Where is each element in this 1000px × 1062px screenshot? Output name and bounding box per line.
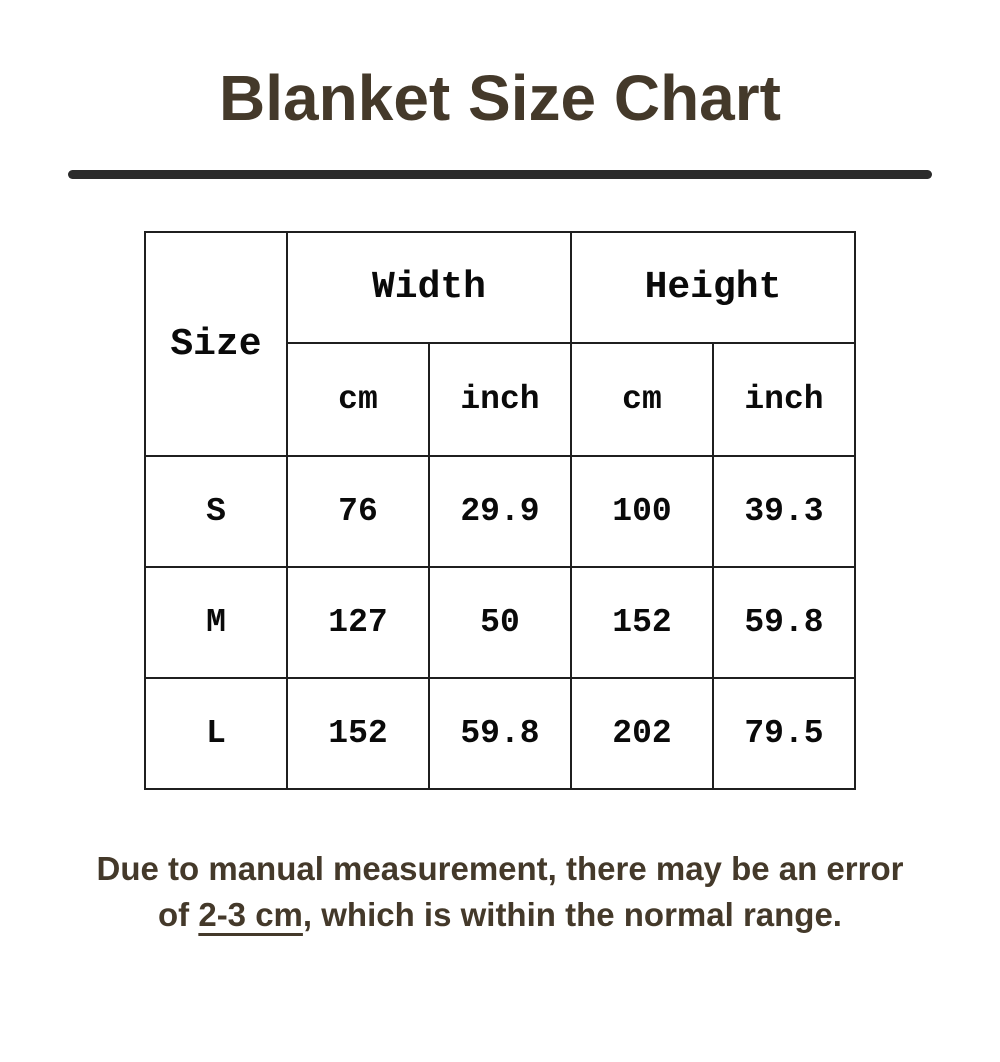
header-cell-width: Width xyxy=(285,231,572,344)
unit-cell-width-inch: inch xyxy=(427,342,572,457)
size-label-cell: M xyxy=(143,566,288,679)
measurement-note-line2-prefix: of xyxy=(158,896,199,933)
value-cell: 127 xyxy=(285,566,430,679)
page-title: Blanket Size Chart xyxy=(219,62,781,134)
value-cell: 39.3 xyxy=(711,455,857,568)
size-label-cell: L xyxy=(143,677,288,790)
header-cell-height: Height xyxy=(569,231,857,344)
unit-cell-height-inch: inch xyxy=(711,342,857,457)
value-cell: 152 xyxy=(569,566,714,679)
size-label-cell: S xyxy=(143,455,288,568)
value-cell: 50 xyxy=(427,566,572,679)
unit-cell-width-cm: cm xyxy=(285,342,430,457)
error-range-underlined: 2-3 cm xyxy=(198,896,303,933)
value-cell: 152 xyxy=(285,677,430,790)
size-chart-table: Size Width Height cm inch cm inch S 76 2… xyxy=(143,231,857,790)
value-cell: 79.5 xyxy=(711,677,857,790)
table-units-row: cm inch cm inch xyxy=(145,342,857,457)
measurement-note-line1: Due to manual measurement, there may be … xyxy=(96,850,904,887)
measurement-note-line2-suffix: , which is within the normal range. xyxy=(302,896,842,933)
table-header-row: Size Width Height xyxy=(143,231,857,457)
value-cell: 59.8 xyxy=(711,566,857,679)
header-cell-size: Size xyxy=(143,231,288,457)
value-cell: 29.9 xyxy=(427,455,572,568)
value-cell: 59.8 xyxy=(427,677,572,790)
value-cell: 76 xyxy=(285,455,430,568)
table-row-s: S 76 29.9 100 39.3 xyxy=(143,455,857,568)
unit-cell-height-cm: cm xyxy=(569,342,714,457)
value-cell: 100 xyxy=(569,455,714,568)
title-divider xyxy=(68,170,932,179)
table-row-l: L 152 59.8 202 79.5 xyxy=(143,677,857,790)
table-row-m: M 127 50 152 59.8 xyxy=(143,566,857,679)
measurement-note: Due to manual measurement, there may be … xyxy=(50,846,950,938)
value-cell: 202 xyxy=(569,677,714,790)
